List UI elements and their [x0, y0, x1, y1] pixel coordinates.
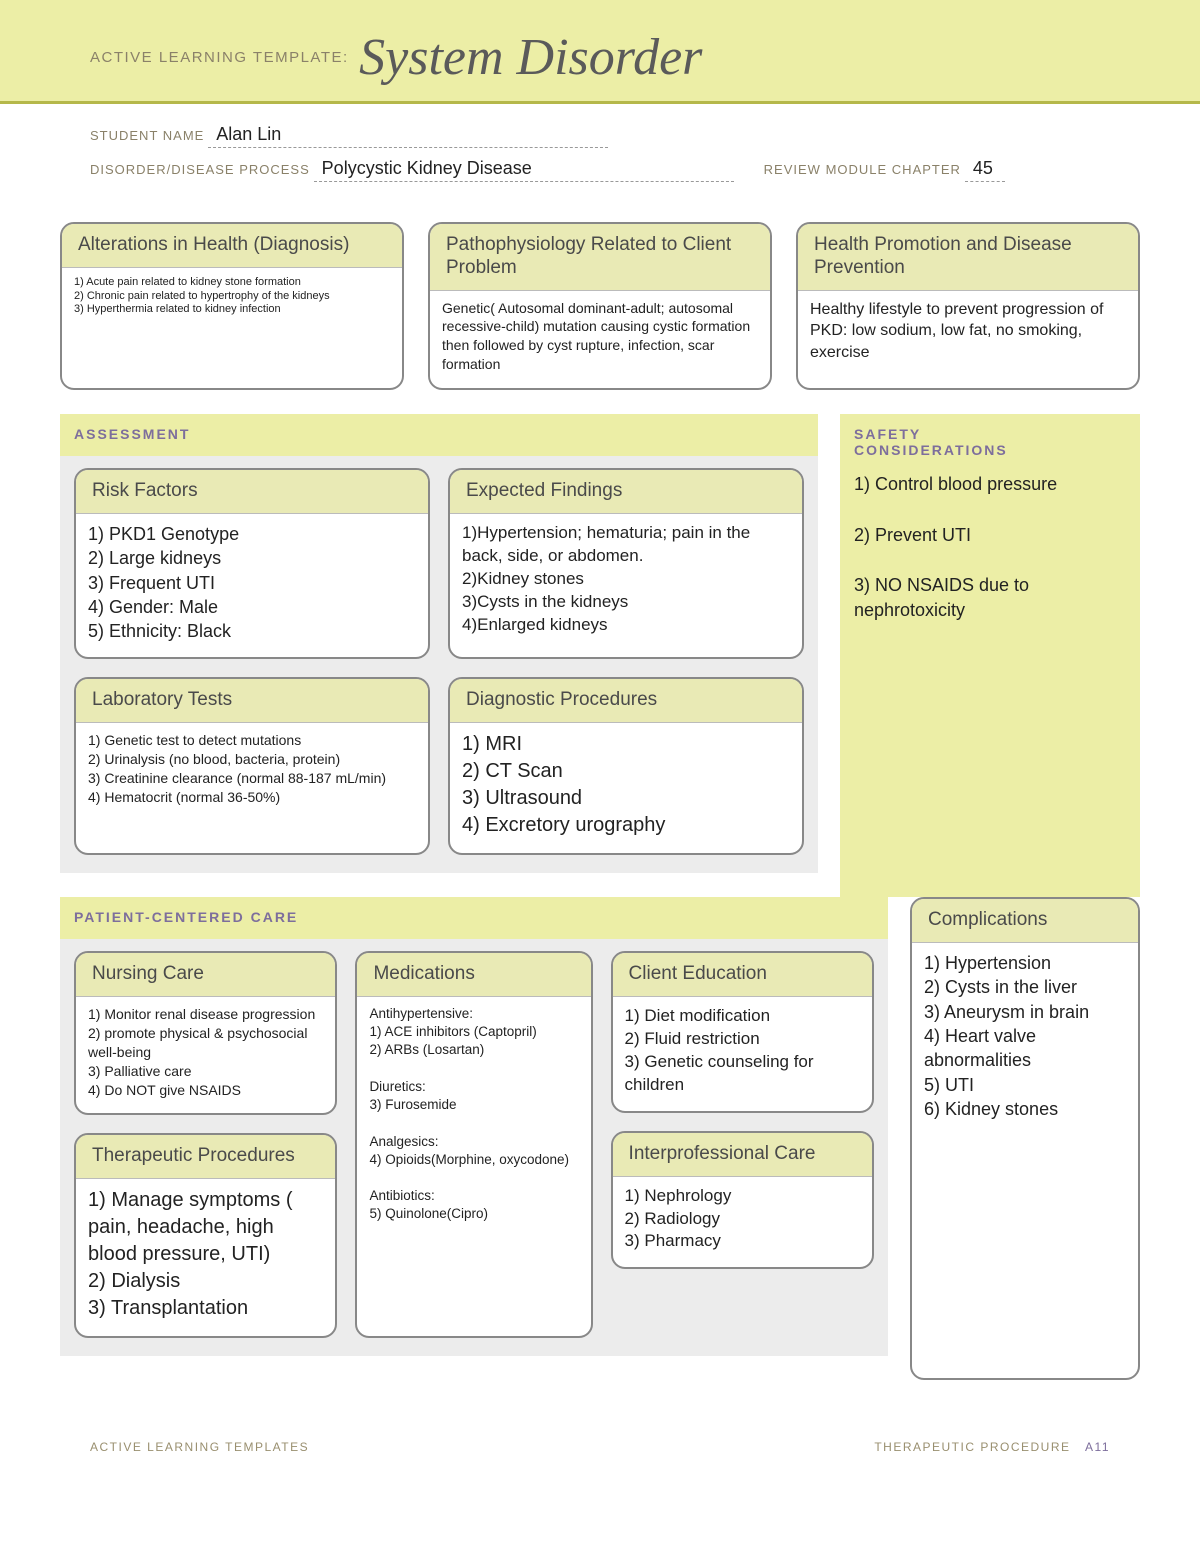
- risk-factors-body: 1) PKD1 Genotype 2) Large kidneys 3) Fre…: [76, 514, 428, 657]
- disorder-value: Polycystic Kidney Disease: [314, 158, 734, 182]
- disorder-label: DISORDER/DISEASE PROCESS: [90, 162, 310, 177]
- pcc-col-2: Medications Antihypertensive: 1) ACE inh…: [355, 951, 592, 1338]
- client-education-body: 1) Diet modification 2) Fluid restrictio…: [613, 997, 872, 1111]
- complications-body: 1) Hypertension 2) Cysts in the liver 3)…: [912, 943, 1138, 1135]
- expected-findings-body: 1)Hypertension; hematuria; pain in the b…: [450, 514, 802, 651]
- diagnostic-procedures-card: Diagnostic Procedures 1) MRI 2) CT Scan …: [448, 677, 804, 855]
- diagnostic-procedures-title: Diagnostic Procedures: [450, 679, 802, 723]
- pcc-col-1: Nursing Care 1) Monitor renal disease pr…: [74, 951, 337, 1338]
- page-footer: ACTIVE LEARNING TEMPLATES THERAPEUTIC PR…: [0, 1380, 1200, 1454]
- interprofessional-care-card: Interprofessional Care 1) Nephrology 2) …: [611, 1131, 874, 1270]
- pcc-left: PATIENT-CENTERED CARE Nursing Care 1) Mo…: [60, 897, 888, 1380]
- nursing-care-title: Nursing Care: [76, 953, 335, 997]
- client-education-title: Client Education: [613, 953, 872, 997]
- banner-title: System Disorder: [359, 29, 702, 86]
- laboratory-tests-title: Laboratory Tests: [76, 679, 428, 723]
- pcc-grid: Nursing Care 1) Monitor renal disease pr…: [74, 951, 874, 1338]
- assessment-row: ASSESSMENT Risk Factors 1) PKD1 Genotype…: [60, 414, 1140, 897]
- safety-label: SAFETY CONSIDERATIONS: [854, 426, 1126, 458]
- safety-body: 1) Control blood pressure 2) Prevent UTI…: [854, 472, 1126, 623]
- pcc-row: PATIENT-CENTERED CARE Nursing Care 1) Mo…: [60, 897, 1140, 1380]
- nursing-care-body: 1) Monitor renal disease progression 2) …: [76, 997, 335, 1113]
- health-promotion-card: Health Promotion and Disease Prevention …: [796, 222, 1140, 390]
- assessment-header-block: ASSESSMENT: [60, 414, 818, 456]
- safety-block: SAFETY CONSIDERATIONS 1) Control blood p…: [840, 414, 1140, 897]
- assessment-grey: Risk Factors 1) PKD1 Genotype 2) Large k…: [60, 456, 818, 873]
- laboratory-tests-body: 1) Genetic test to detect mutations 2) U…: [76, 723, 428, 821]
- top-row: Alterations in Health (Diagnosis) 1) Acu…: [60, 222, 1140, 390]
- diagnostic-procedures-body: 1) MRI 2) CT Scan 3) Ultrasound 4) Excre…: [450, 723, 802, 853]
- student-name-value: Alan Lin: [208, 124, 608, 148]
- laboratory-tests-card: Laboratory Tests 1) Genetic test to dete…: [74, 677, 430, 855]
- health-promotion-body: Healthy lifestyle to prevent progression…: [798, 291, 1138, 378]
- risk-factors-title: Risk Factors: [76, 470, 428, 514]
- risk-factors-card: Risk Factors 1) PKD1 Genotype 2) Large k…: [74, 468, 430, 659]
- page-root: ACTIVE LEARNING TEMPLATE: System Disorde…: [0, 0, 1200, 1554]
- disorder-line: DISORDER/DISEASE PROCESS Polycystic Kidn…: [90, 158, 1110, 182]
- interprofessional-care-title: Interprofessional Care: [613, 1133, 872, 1177]
- footer-right: THERAPEUTIC PROCEDURE A11: [874, 1440, 1110, 1454]
- medications-body: Antihypertensive: 1) ACE inhibitors (Cap…: [357, 997, 590, 1238]
- footer-page-num: A11: [1085, 1440, 1110, 1454]
- complications-card: Complications 1) Hypertension 2) Cysts i…: [910, 897, 1140, 1380]
- banner-prefix: ACTIVE LEARNING TEMPLATE:: [90, 49, 349, 66]
- pcc-label: PATIENT-CENTERED CARE: [74, 909, 874, 925]
- safety-column: SAFETY CONSIDERATIONS 1) Control blood p…: [840, 414, 1140, 897]
- alterations-body: 1) Acute pain related to kidney stone fo…: [62, 268, 402, 331]
- assessment-grid: Risk Factors 1) PKD1 Genotype 2) Large k…: [74, 468, 804, 855]
- pcc-grey: Nursing Care 1) Monitor renal disease pr…: [60, 939, 888, 1356]
- content-area: Alterations in Health (Diagnosis) 1) Acu…: [0, 222, 1200, 1380]
- title-banner: ACTIVE LEARNING TEMPLATE: System Disorde…: [0, 0, 1200, 104]
- client-education-card: Client Education 1) Diet modification 2)…: [611, 951, 874, 1113]
- medications-title: Medications: [357, 953, 590, 997]
- expected-findings-title: Expected Findings: [450, 470, 802, 514]
- pathophysiology-body: Genetic( Autosomal dominant-adult; autos…: [430, 291, 770, 389]
- student-name-label: STUDENT NAME: [90, 128, 204, 143]
- expected-findings-card: Expected Findings 1)Hypertension; hematu…: [448, 468, 804, 659]
- footer-left: ACTIVE LEARNING TEMPLATES: [90, 1440, 309, 1454]
- medications-card: Medications Antihypertensive: 1) ACE inh…: [355, 951, 592, 1338]
- complications-title: Complications: [912, 899, 1138, 943]
- header-fields: STUDENT NAME Alan Lin DISORDER/DISEASE P…: [0, 104, 1200, 222]
- assessment-label: ASSESSMENT: [74, 426, 804, 442]
- pcc-col-3: Client Education 1) Diet modification 2)…: [611, 951, 874, 1338]
- interprofessional-care-body: 1) Nephrology 2) Radiology 3) Pharmacy: [613, 1177, 872, 1268]
- alterations-card: Alterations in Health (Diagnosis) 1) Acu…: [60, 222, 404, 390]
- chapter-value: 45: [965, 158, 1005, 182]
- assessment-left: ASSESSMENT Risk Factors 1) PKD1 Genotype…: [60, 414, 818, 897]
- therapeutic-procedures-title: Therapeutic Procedures: [76, 1135, 335, 1179]
- pcc-header-block: PATIENT-CENTERED CARE: [60, 897, 888, 939]
- complications-column: Complications 1) Hypertension 2) Cysts i…: [910, 897, 1140, 1380]
- pathophysiology-title: Pathophysiology Related to Client Proble…: [430, 224, 770, 291]
- pathophysiology-card: Pathophysiology Related to Client Proble…: [428, 222, 772, 390]
- chapter-label: REVIEW MODULE CHAPTER: [764, 162, 961, 177]
- health-promotion-title: Health Promotion and Disease Prevention: [798, 224, 1138, 291]
- therapeutic-procedures-body: 1) Manage symptoms ( pain, headache, hig…: [76, 1179, 335, 1336]
- nursing-care-card: Nursing Care 1) Monitor renal disease pr…: [74, 951, 337, 1115]
- student-line: STUDENT NAME Alan Lin: [90, 124, 1110, 148]
- therapeutic-procedures-card: Therapeutic Procedures 1) Manage symptom…: [74, 1133, 337, 1338]
- alterations-title: Alterations in Health (Diagnosis): [62, 224, 402, 268]
- footer-right-text: THERAPEUTIC PROCEDURE: [874, 1440, 1070, 1454]
